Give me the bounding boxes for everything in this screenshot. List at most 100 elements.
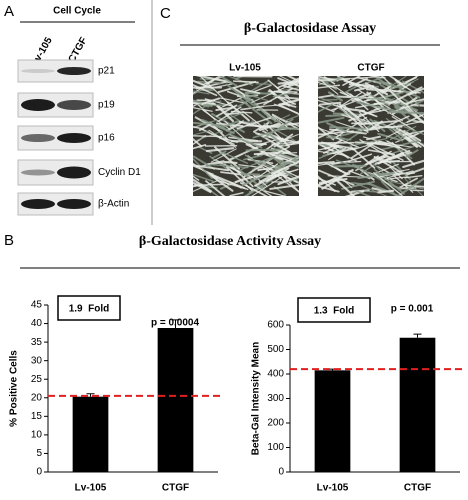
cell bbox=[318, 175, 336, 192]
micrograph-cells bbox=[318, 76, 424, 196]
cell bbox=[341, 178, 353, 189]
cell bbox=[377, 132, 404, 142]
panel-title: Cell Cycle bbox=[53, 6, 101, 17]
cell bbox=[318, 127, 342, 137]
cell bbox=[264, 190, 287, 196]
cell bbox=[381, 145, 415, 158]
y-tick-label: 40 bbox=[31, 318, 43, 329]
cell bbox=[205, 76, 222, 85]
blot-band bbox=[57, 166, 91, 179]
cell bbox=[219, 150, 249, 164]
x-tick-label: CTGF bbox=[162, 483, 189, 494]
cell bbox=[193, 107, 213, 112]
cell bbox=[284, 114, 299, 122]
cell bbox=[403, 106, 424, 125]
cell bbox=[193, 178, 212, 193]
cell bbox=[348, 76, 376, 79]
cell bbox=[193, 102, 216, 105]
cell bbox=[286, 76, 299, 83]
cell bbox=[387, 140, 409, 153]
blot-band bbox=[57, 133, 91, 143]
cell bbox=[389, 166, 403, 180]
cell bbox=[342, 76, 361, 86]
cell bbox=[228, 136, 259, 142]
cell bbox=[331, 160, 350, 165]
cell bbox=[252, 131, 273, 139]
y-tick-label: 600 bbox=[267, 320, 284, 331]
cell bbox=[318, 150, 347, 156]
y-tick-label: 300 bbox=[267, 393, 284, 404]
blot-label: Cyclin D1 bbox=[98, 167, 141, 178]
blot-group: p21 p19 p16 Cyclin D1 β-Actin bbox=[17, 59, 141, 216]
cell bbox=[271, 160, 299, 175]
cell bbox=[350, 146, 376, 169]
cell bbox=[338, 103, 360, 119]
cell bbox=[242, 79, 270, 97]
y-tick-label: 0 bbox=[36, 467, 42, 478]
y-tick-label: 5 bbox=[36, 448, 42, 459]
cell bbox=[254, 184, 273, 196]
cell bbox=[397, 177, 418, 190]
y-tick-label: 25 bbox=[31, 374, 43, 385]
blot-band bbox=[57, 199, 91, 209]
cell bbox=[335, 159, 363, 171]
cell bbox=[404, 174, 423, 179]
p-value: p = 0.001 bbox=[391, 304, 434, 315]
cell bbox=[193, 175, 200, 181]
cell bbox=[244, 154, 262, 166]
cell bbox=[350, 96, 389, 101]
cell bbox=[193, 157, 213, 180]
cell bbox=[272, 146, 290, 156]
bar bbox=[72, 396, 109, 472]
cell bbox=[398, 128, 424, 148]
cell bbox=[336, 104, 348, 113]
y-axis-label: Beta-Gal Intensity Mean bbox=[251, 342, 262, 455]
cell bbox=[270, 134, 285, 147]
cell bbox=[373, 163, 393, 183]
cell bbox=[216, 179, 249, 190]
cell bbox=[245, 148, 284, 152]
cell bbox=[216, 105, 234, 122]
image-label: Lv-105 bbox=[229, 63, 261, 74]
cell bbox=[343, 104, 369, 130]
cell bbox=[376, 172, 399, 178]
cell bbox=[266, 124, 290, 148]
cell bbox=[215, 106, 235, 111]
cell bbox=[386, 170, 414, 179]
cell bbox=[229, 192, 244, 196]
cell bbox=[371, 85, 387, 100]
cell bbox=[251, 86, 288, 104]
bar bbox=[157, 328, 194, 472]
cell bbox=[318, 104, 335, 113]
cell bbox=[223, 160, 238, 165]
x-tick-label: CTGF bbox=[404, 483, 431, 494]
cell bbox=[269, 184, 299, 190]
cell bbox=[198, 123, 212, 132]
cell bbox=[214, 83, 233, 88]
y-tick-label: 15 bbox=[31, 411, 43, 422]
cell bbox=[230, 110, 253, 114]
cell bbox=[193, 79, 213, 90]
cell bbox=[262, 130, 281, 139]
cell bbox=[201, 97, 221, 105]
cell bbox=[318, 126, 335, 141]
cell bbox=[318, 101, 342, 106]
y-tick-label: 35 bbox=[31, 337, 43, 348]
cell bbox=[220, 171, 242, 176]
cell bbox=[344, 190, 365, 196]
cell bbox=[332, 76, 347, 83]
cell bbox=[347, 160, 362, 163]
cell bbox=[214, 146, 241, 170]
cell bbox=[348, 77, 368, 89]
cell bbox=[329, 126, 368, 130]
cell bbox=[350, 182, 371, 186]
cell bbox=[222, 95, 246, 108]
cell bbox=[225, 112, 240, 115]
cell bbox=[205, 147, 235, 153]
cell bbox=[271, 133, 299, 146]
cell bbox=[404, 167, 424, 176]
panel-letter: A bbox=[4, 3, 14, 20]
blot-label: β-Actin bbox=[98, 199, 129, 210]
bar bbox=[314, 370, 351, 472]
cell bbox=[243, 154, 263, 161]
